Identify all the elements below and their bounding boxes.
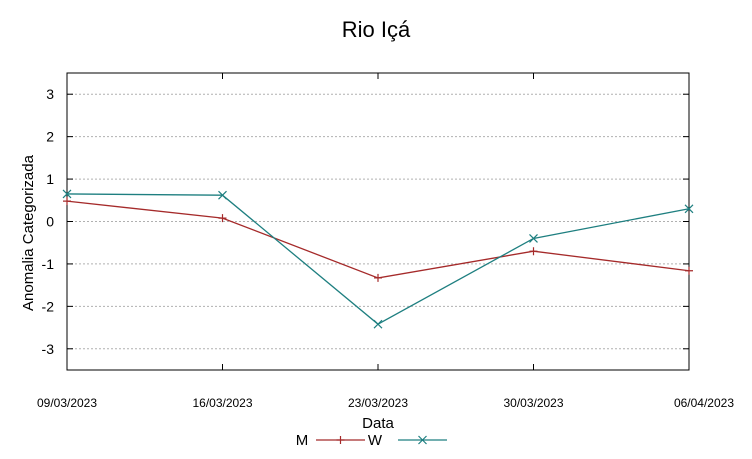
y-axis-label: Anomalia Categorizada <box>20 154 37 311</box>
series-w <box>62 189 694 329</box>
data-point-m <box>218 214 227 223</box>
y-tick-label: 3 <box>46 86 54 102</box>
x-tick-label: 06/04/2023 <box>674 396 734 410</box>
series-m <box>63 197 693 282</box>
series-line-m <box>66 200 690 279</box>
data-point-w <box>218 190 227 200</box>
data-point-m <box>63 197 71 206</box>
y-tick-label: -1 <box>42 256 55 272</box>
grid <box>67 93 689 350</box>
data-point-m <box>685 266 693 275</box>
x-axis-ticks: 09/03/2023 16/03/2023 23/03/2023 30/03/2023… <box>37 73 734 410</box>
y-tick-label: 2 <box>46 129 54 145</box>
y-tick-label: 0 <box>46 214 54 230</box>
legend-marker-w <box>418 435 427 445</box>
y-axis-ticks: 3 2 1 0 -1 -2 -3 <box>42 86 689 357</box>
y-tick-label: -2 <box>42 298 55 314</box>
legend-label-w: W <box>368 432 383 449</box>
y-tick-label: -3 <box>42 341 55 357</box>
y-tick-label: 1 <box>46 171 54 187</box>
x-tick-label: 16/03/2023 <box>192 396 252 410</box>
x-tick-label: 30/03/2023 <box>503 396 563 410</box>
x-tick-label: 09/03/2023 <box>37 396 97 410</box>
data-point-w <box>684 204 694 214</box>
data-point-w <box>373 319 383 329</box>
data-point-w <box>62 189 72 199</box>
legend-marker-m <box>336 436 345 444</box>
chart-title: Rio Içá <box>342 17 411 42</box>
series-group <box>62 189 694 329</box>
data-point-m <box>529 247 538 256</box>
data-point-w <box>529 234 538 243</box>
legend-label-m: M <box>296 432 309 449</box>
x-axis-label: Data <box>362 415 394 432</box>
data-point-m <box>374 273 382 282</box>
x-tick-label: 23/03/2023 <box>348 396 408 410</box>
